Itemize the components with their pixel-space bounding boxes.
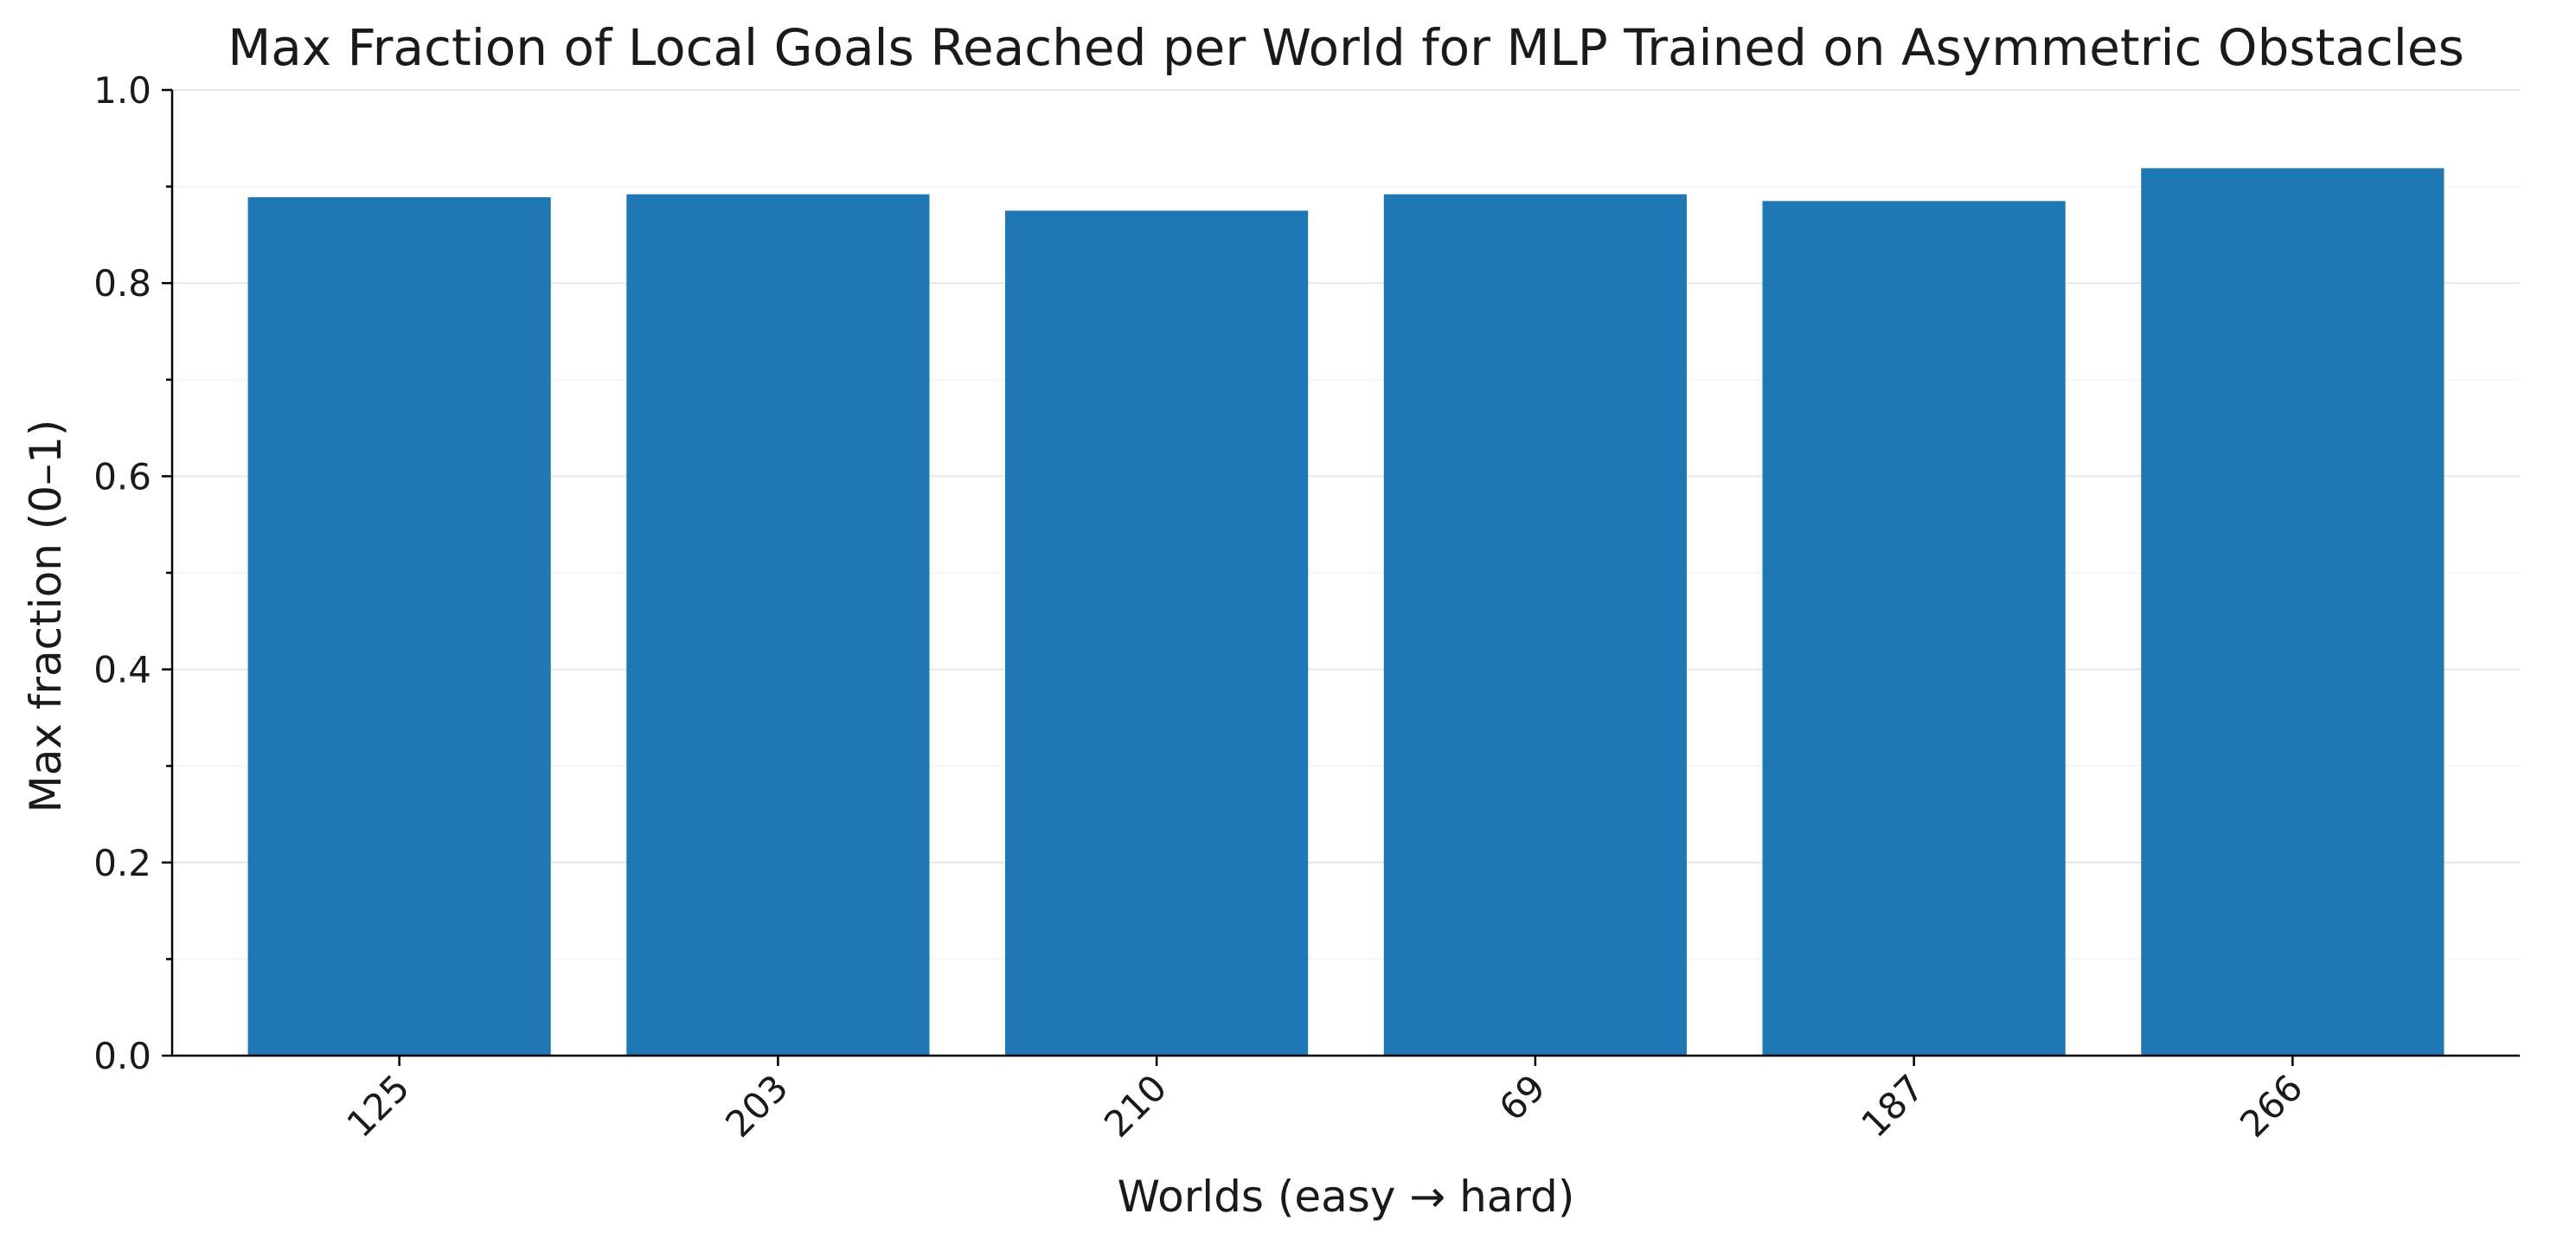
x-tick-label: 266 (2232, 1066, 2310, 1145)
bar-187 (1762, 201, 2066, 1057)
y-tick-label: 0.6 (93, 455, 151, 498)
x-tick-label: 210 (1096, 1066, 1175, 1145)
bar-210 (1005, 210, 1309, 1056)
bar-125 (247, 196, 551, 1057)
y-axis-label: Max fraction (0–1) (21, 420, 71, 813)
y-tick-label: 1.0 (93, 69, 151, 112)
x-tick-label: 203 (717, 1066, 796, 1145)
bar-203 (626, 194, 930, 1056)
bars (247, 168, 2445, 1057)
y-tick-label: 0.4 (93, 649, 151, 691)
chart-title: Max Fraction of Local Goals Reached per … (227, 18, 2464, 77)
x-tick-label: 187 (1853, 1066, 1932, 1145)
y-axis-ticks: 0.0 0.2 0.4 0.6 0.8 1.0 (93, 69, 172, 1077)
y-tick-label: 0.0 (93, 1035, 151, 1077)
x-tick-label: 125 (338, 1066, 417, 1145)
x-axis-ticks: 125 203 210 69 187 266 (338, 1056, 2310, 1146)
x-tick-label: 69 (1490, 1066, 1553, 1128)
y-tick-label: 0.8 (93, 262, 151, 305)
bar-266 (2141, 168, 2445, 1056)
bar-69 (1383, 194, 1687, 1056)
x-axis-label: Worlds (easy → hard) (1118, 1172, 1575, 1222)
y-tick-label: 0.2 (93, 842, 151, 884)
